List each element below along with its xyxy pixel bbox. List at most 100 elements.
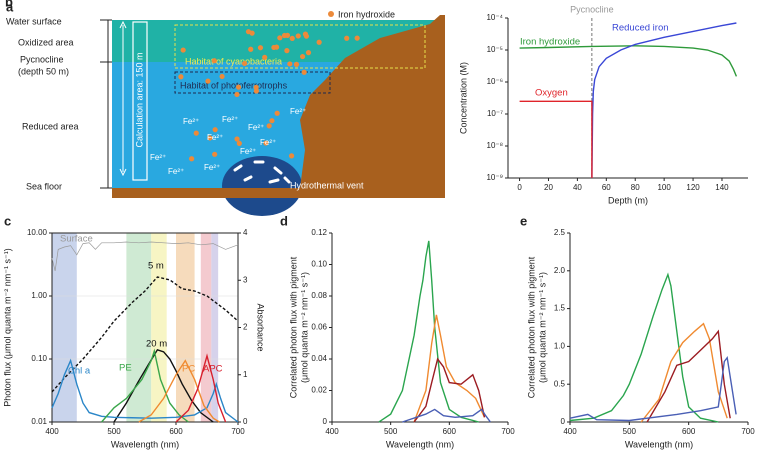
y-axis-label: Photon flux (μmol quanta m⁻² nm⁻¹ s⁻¹) xyxy=(2,248,12,406)
series-line xyxy=(378,240,479,423)
iron-dot xyxy=(266,123,272,129)
y-axis-label: Concentration (M) xyxy=(458,62,468,134)
iron-dot xyxy=(180,47,186,53)
x-tick-label: 20 xyxy=(544,183,553,192)
photo-box xyxy=(174,71,331,94)
series-line xyxy=(569,355,737,422)
panel-label: d xyxy=(280,213,288,228)
label: Oxidized area xyxy=(18,37,74,47)
fe-label: Fe²⁺ xyxy=(290,107,306,116)
y-tick-label: 0.12 xyxy=(311,228,327,237)
fe-label: Fe²⁺ xyxy=(240,147,256,156)
label: Sea floor xyxy=(26,181,62,191)
iron-dot xyxy=(269,118,275,124)
x-tick-label: 400 xyxy=(325,427,339,436)
x-tick-label: 140 xyxy=(715,183,729,192)
iron-dot xyxy=(299,53,306,60)
label: Reduced area xyxy=(22,121,79,131)
x-tick-label: 400 xyxy=(563,427,577,436)
vent-texture xyxy=(233,160,291,184)
iron-dot xyxy=(219,73,225,80)
label: Water surface xyxy=(6,16,62,26)
x-tick-label: 700 xyxy=(231,427,245,436)
iron-dot xyxy=(273,44,280,50)
x-tick-label: 500 xyxy=(623,427,637,436)
band xyxy=(176,233,195,422)
y-tick-label: 0 xyxy=(561,417,566,426)
x-tick-label: 600 xyxy=(682,427,696,436)
axes xyxy=(569,233,748,423)
axes xyxy=(331,233,508,423)
y-axis-label: Correlated photon flux with pigment xyxy=(288,256,298,398)
iron-dot xyxy=(305,50,312,56)
legend-dot xyxy=(328,11,334,17)
series-label: Oxygen xyxy=(535,88,568,99)
y-tick-label: 2.0 xyxy=(554,266,566,275)
legend-label: Iron hydroxide xyxy=(338,9,395,19)
y2-axis-label: Absorbance xyxy=(256,303,266,351)
fe-label: Fe²⁺ xyxy=(150,153,166,162)
frame xyxy=(51,232,239,423)
fe-label: Fe²⁺ xyxy=(204,163,220,172)
iron-dot xyxy=(295,33,301,39)
y-tick-label: 1.5 xyxy=(554,304,566,313)
fe-label: Fe²⁺ xyxy=(168,167,184,176)
iron-dot xyxy=(253,88,259,94)
series-label: PC xyxy=(182,364,195,375)
x-axis-label: Wavelength (nm) xyxy=(625,439,693,449)
series-line xyxy=(413,314,486,423)
iron-dot xyxy=(235,84,242,90)
x-tick-label: 500 xyxy=(384,427,398,436)
y-axis-label: (μmol quanta m⁻² nm⁻¹ s⁻¹) xyxy=(299,272,309,383)
iron-dot xyxy=(289,35,295,41)
y-tick-label: 10⁻⁴ xyxy=(486,13,503,22)
fe-label: Fe²⁺ xyxy=(207,133,223,142)
depth-ticks xyxy=(100,19,112,189)
iron-dot xyxy=(241,60,248,67)
series-line xyxy=(591,22,737,179)
panel-label: b xyxy=(5,0,13,9)
sea-floor xyxy=(112,188,300,198)
iron-dot xyxy=(257,45,264,51)
iron-dot xyxy=(344,35,350,41)
y-tick-label: 10⁻⁶ xyxy=(487,77,503,86)
calc-label: Calculation area: 150 m xyxy=(134,52,144,147)
x-tick-label: 40 xyxy=(573,183,582,192)
x-tick-label: 700 xyxy=(741,427,755,436)
panel-label: a xyxy=(6,0,14,14)
iron-dot xyxy=(205,78,211,84)
series-line xyxy=(101,348,189,423)
series-line xyxy=(519,45,738,77)
fe-label: Fe²⁺ xyxy=(260,138,276,147)
panel-a: a Water surface Oxidized area Pycnocline… xyxy=(6,0,445,216)
x-tick-label: 80 xyxy=(631,183,640,192)
x-tick-label: 600 xyxy=(169,427,183,436)
x-tick-label: 500 xyxy=(107,427,121,436)
series-line xyxy=(413,357,486,423)
series-line xyxy=(138,359,220,423)
y-tick-label: 10⁻⁹ xyxy=(486,173,503,182)
iron-dot xyxy=(193,130,199,136)
x-tick-label: 600 xyxy=(443,427,457,436)
iron-dot xyxy=(248,46,254,52)
y-axis-label: Correlated photon flux with pigment xyxy=(526,256,536,398)
iron-dot xyxy=(301,69,307,75)
y-tick-label: 10⁻⁵ xyxy=(487,45,503,54)
y2-tick-label: 0 xyxy=(243,417,248,426)
land xyxy=(112,15,445,198)
iron-dot xyxy=(212,151,218,157)
annotation: Pycnocline xyxy=(570,4,614,14)
series-line xyxy=(402,408,491,423)
x-tick-label: 100 xyxy=(657,183,671,192)
x-tick-label: 400 xyxy=(45,427,59,436)
x-tick-label: 60 xyxy=(602,183,611,192)
panel-label: e xyxy=(520,213,527,228)
iron-dot xyxy=(303,33,310,39)
iron-dot xyxy=(236,140,242,147)
x-tick-label: 0 xyxy=(517,183,522,192)
iron-dot xyxy=(249,30,255,36)
fe-label: Fe²⁺ xyxy=(222,115,238,124)
iron-dot xyxy=(207,135,213,141)
iron-dot xyxy=(274,110,280,116)
